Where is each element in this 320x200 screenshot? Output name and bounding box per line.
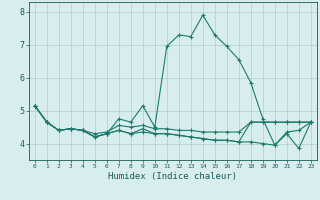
X-axis label: Humidex (Indice chaleur): Humidex (Indice chaleur) xyxy=(108,172,237,181)
